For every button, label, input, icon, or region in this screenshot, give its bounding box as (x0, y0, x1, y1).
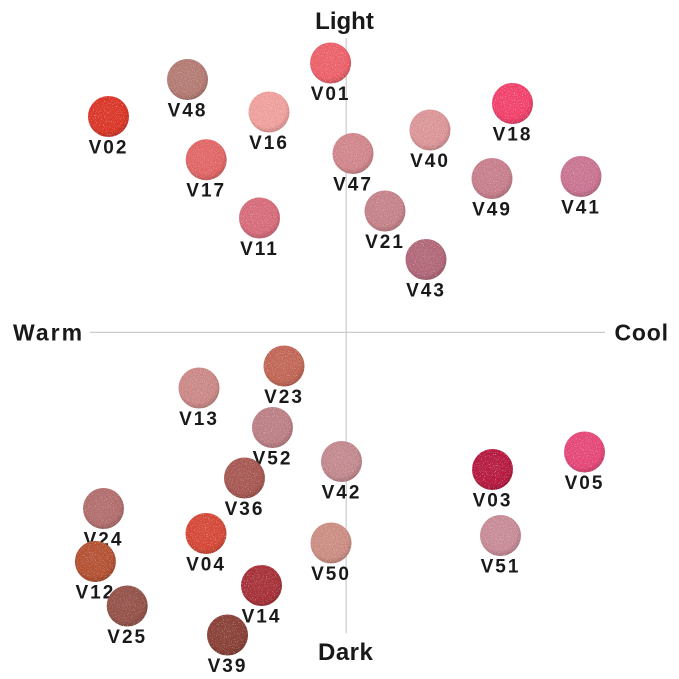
svg-text:V42: V42 (322, 483, 362, 504)
svg-text:V51: V51 (481, 557, 521, 578)
svg-text:V40: V40 (410, 151, 450, 172)
svg-text:V02: V02 (89, 138, 129, 159)
svg-text:V18: V18 (493, 125, 533, 146)
svg-text:V39: V39 (208, 656, 248, 677)
svg-text:Warm: Warm (13, 320, 84, 346)
svg-text:V04: V04 (186, 555, 226, 576)
svg-text:V01: V01 (311, 84, 351, 105)
svg-text:V50: V50 (311, 564, 351, 585)
svg-text:V49: V49 (472, 200, 512, 221)
svg-text:V41: V41 (561, 198, 601, 219)
svg-text:V13: V13 (179, 409, 219, 430)
svg-text:V05: V05 (565, 473, 605, 494)
svg-text:Light: Light (315, 8, 374, 35)
svg-text:V48: V48 (168, 101, 208, 122)
svg-text:V43: V43 (406, 281, 446, 302)
svg-text:V16: V16 (249, 133, 289, 154)
svg-text:V47: V47 (333, 175, 373, 196)
svg-text:V12: V12 (75, 583, 115, 604)
svg-text:V11: V11 (240, 239, 279, 260)
svg-text:Cool: Cool (615, 320, 669, 346)
svg-text:V25: V25 (107, 627, 147, 648)
svg-text:Dark: Dark (318, 639, 374, 666)
svg-text:V23: V23 (264, 387, 304, 408)
svg-text:V36: V36 (225, 499, 265, 520)
svg-text:V03: V03 (473, 491, 513, 512)
svg-text:V52: V52 (253, 449, 293, 470)
svg-text:V21: V21 (365, 232, 405, 253)
svg-text:V14: V14 (242, 607, 282, 628)
svg-text:V17: V17 (186, 181, 226, 202)
